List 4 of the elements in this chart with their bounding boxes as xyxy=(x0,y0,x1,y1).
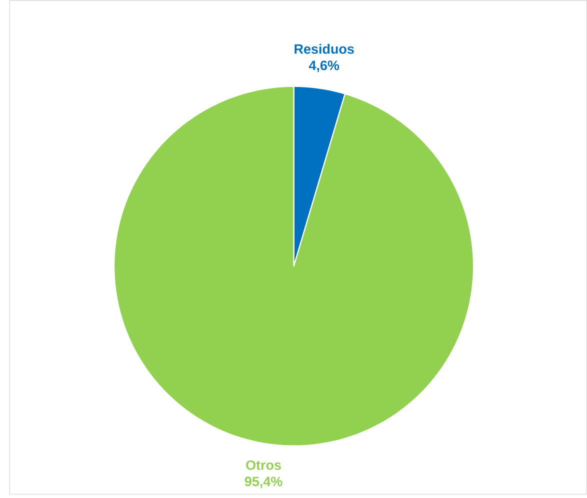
slice-label: Otros xyxy=(246,460,281,470)
slice-label: Residuos xyxy=(294,44,354,54)
data-label: 95,4% xyxy=(244,476,282,488)
data-label: 4,6% xyxy=(308,60,340,72)
